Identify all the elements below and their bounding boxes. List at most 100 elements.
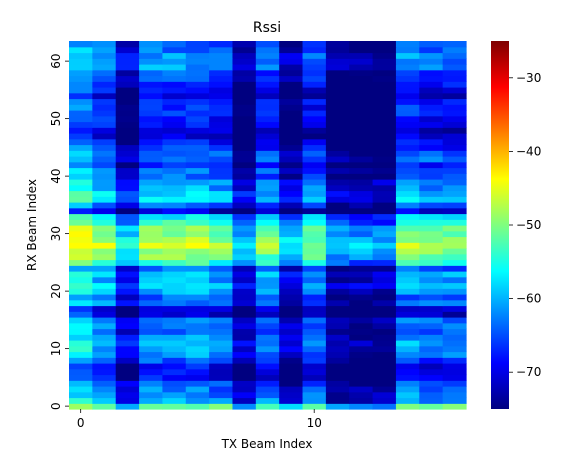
heatmap-cell [255,391,280,399]
heatmap-cell [92,230,117,238]
heatmap-cell [115,81,140,88]
heatmap-cell [115,386,140,393]
heatmap-cell [69,391,93,399]
heatmap-cell [255,357,280,364]
heatmap-cell [232,334,257,341]
heatmap-cell [232,288,257,295]
heatmap-cell [115,92,140,100]
heatmap-cell [185,81,210,88]
heatmap-cell [232,52,257,59]
heatmap-cell [255,138,280,146]
y-axis-label: RX Beam Index [25,179,39,271]
heatmap-cell [185,282,210,289]
heatmap-cell [255,351,280,358]
heatmap-cell [162,340,187,347]
heatmap-cell [372,351,397,358]
heatmap-cell [349,75,374,82]
heatmap-cell [419,196,444,203]
heatmap-cell [232,397,257,404]
heatmap-cell [92,213,117,220]
heatmap-cell [232,322,257,330]
heatmap-cell [255,311,280,318]
heatmap-cell [185,328,210,335]
heatmap-cell [349,322,374,330]
heatmap-cell [232,236,257,243]
heatmap-cell [255,242,280,249]
heatmap-cell [349,311,374,318]
heatmap-cell [92,322,117,330]
heatmap-cell [419,380,444,387]
heatmap-cell [92,207,117,215]
heatmap-cell [209,184,234,192]
heatmap-cell [232,351,257,358]
heatmap-cell [255,156,280,163]
heatmap-cell [185,397,210,404]
heatmap-cell [185,87,210,94]
heatmap-cell [372,138,397,146]
heatmap-cell [232,115,257,123]
heatmap-cell [325,282,350,289]
y-tick-label: 40 [49,168,63,183]
heatmap-cell [442,225,467,232]
heatmap-cell [162,150,187,157]
heatmap-cell [349,196,374,203]
heatmap-cell [395,368,420,376]
heatmap-cell [302,173,327,180]
heatmap-cell [162,87,187,94]
heatmap-cell [349,357,374,364]
heatmap-cell [92,386,117,393]
heatmap-cell [92,52,117,59]
heatmap-cell [419,230,444,238]
heatmap-cell [325,138,350,146]
heatmap-cell [395,167,420,174]
heatmap-cell [372,357,397,364]
heatmap-cell [232,299,257,307]
heatmap-cell [115,87,140,94]
heatmap-cell [185,173,210,180]
heatmap-cell [115,156,140,163]
colorbar-tick-label: −50 [516,218,541,232]
heatmap-cell [209,156,234,163]
heatmap-cell [162,69,187,77]
heatmap-cell [419,299,444,307]
heatmap-cell [232,190,257,197]
heatmap-cell [209,334,234,341]
heatmap-cell [442,334,467,341]
heatmap-cell [139,207,164,215]
heatmap-cell [279,98,304,105]
heatmap-cell [419,173,444,180]
heatmap-cell [92,167,117,174]
heatmap-cell [162,248,187,255]
heatmap-cell [209,41,234,48]
heatmap-cell [419,242,444,249]
heatmap-cell [419,288,444,295]
heatmap-cell [162,242,187,249]
heatmap-cell [302,167,327,174]
heatmap-cell [255,259,280,266]
heatmap-cell [442,288,467,295]
heatmap-cell [92,380,117,387]
heatmap-cell [395,288,420,295]
heatmap-cell [115,75,140,82]
heatmap-cell [232,294,257,301]
heatmap-cell [325,127,350,134]
y-tick-label: 0 [49,402,63,410]
heatmap-cell [442,363,467,370]
heatmap-cell [442,46,467,54]
heatmap-cell [349,202,374,209]
heatmap-cell [232,207,257,215]
heatmap-cell [232,173,257,180]
heatmap-cell [209,242,234,249]
heatmap-cell [92,202,117,209]
heatmap-cell [279,173,304,180]
heatmap-cell [349,46,374,54]
heatmap-cell [302,288,327,295]
heatmap-cell [69,98,93,105]
heatmap-cell [325,173,350,180]
heatmap-cell [372,156,397,163]
heatmap-cell [255,282,280,289]
heatmap-cell [442,110,467,117]
heatmap-cell [279,276,304,284]
heatmap-cell [209,144,234,151]
heatmap-cell [442,380,467,387]
